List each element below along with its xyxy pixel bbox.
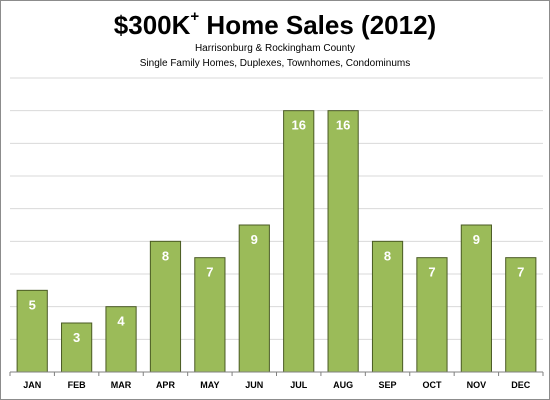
data-label: 7 — [517, 265, 524, 280]
x-tick-label: DEC — [511, 380, 531, 390]
bar-nov — [460, 224, 492, 373]
bar-mar — [105, 306, 137, 373]
x-tick-label: AUG — [333, 380, 353, 390]
data-label: 4 — [117, 314, 125, 329]
chart-title: $300K+ Home Sales (2012) — [0, 8, 550, 41]
data-label: 8 — [162, 248, 169, 263]
data-label: 8 — [384, 248, 391, 263]
x-tick-label: SEP — [379, 380, 397, 390]
chart-title-main: $300K — [113, 10, 191, 40]
chart-title-suffix: Home Sales (2012) — [199, 10, 437, 40]
x-tick-label: JUN — [245, 380, 263, 390]
data-label: 9 — [473, 232, 480, 247]
chart-title-superscript: + — [190, 8, 200, 26]
data-label: 16 — [336, 118, 350, 133]
x-tick-label: APR — [156, 380, 176, 390]
x-tick-label: JUL — [290, 380, 308, 390]
x-tick-label: NOV — [467, 380, 487, 390]
bar-sep — [371, 240, 404, 373]
data-label: 3 — [73, 330, 80, 345]
x-tick-label: MAY — [200, 380, 219, 390]
data-label: 16 — [291, 118, 305, 133]
chart-subtitle-line-2: Single Family Homes, Duplexes, Townhomes… — [139, 58, 411, 69]
bar-dec — [505, 257, 537, 373]
data-label: 5 — [29, 297, 36, 312]
bar-oct — [416, 257, 448, 373]
chart-subtitle-line-1: Harrisonburg & Rockingham County — [194, 43, 356, 54]
bar-apr — [149, 240, 182, 373]
bar-feb — [61, 322, 93, 373]
data-label: 7 — [428, 265, 435, 280]
data-label: 7 — [206, 265, 213, 280]
x-tick-label: FEB — [68, 380, 87, 390]
bar-jun — [238, 224, 270, 373]
x-tick-label: OCT — [422, 380, 442, 390]
x-tick-label: JAN — [23, 380, 41, 390]
bar-aug — [327, 110, 359, 373]
data-label: 9 — [251, 232, 258, 247]
x-tick-label: MAR — [111, 380, 132, 390]
bar-jul — [283, 110, 315, 373]
